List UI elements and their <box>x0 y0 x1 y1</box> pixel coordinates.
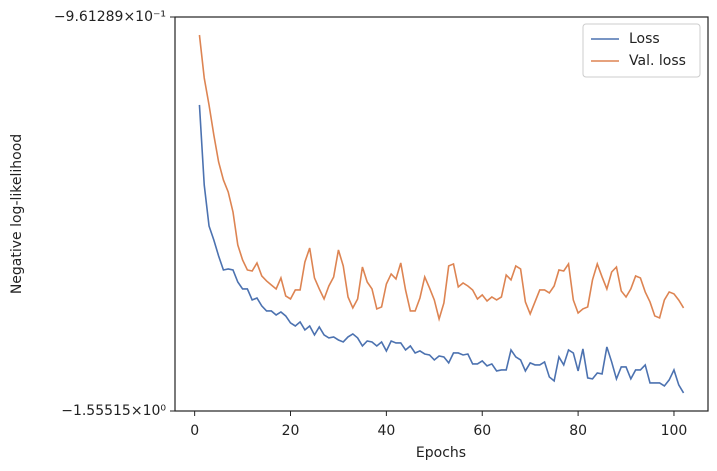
x-tick-label: 40 <box>377 423 395 439</box>
x-tick-label: 100 <box>661 423 688 439</box>
legend-label: Loss <box>629 31 660 47</box>
plot-frame <box>174 16 709 412</box>
line <box>198 104 685 394</box>
x-tick-label: 20 <box>282 423 300 439</box>
line <box>198 34 685 322</box>
legend-label: Val. loss <box>629 53 686 69</box>
x-axis-label: Epochs <box>416 445 466 461</box>
y-axis-label: Negative log-likelihood <box>9 134 25 294</box>
x-tick-label: 80 <box>569 423 587 439</box>
y-tick-label: −9.61289×10⁻¹ <box>54 9 166 25</box>
legend-box <box>582 23 701 78</box>
x-tick-label: 0 <box>190 423 199 439</box>
x-tick-label: 60 <box>473 423 491 439</box>
y-tick-label: −1.55515×10⁰ <box>61 403 166 419</box>
